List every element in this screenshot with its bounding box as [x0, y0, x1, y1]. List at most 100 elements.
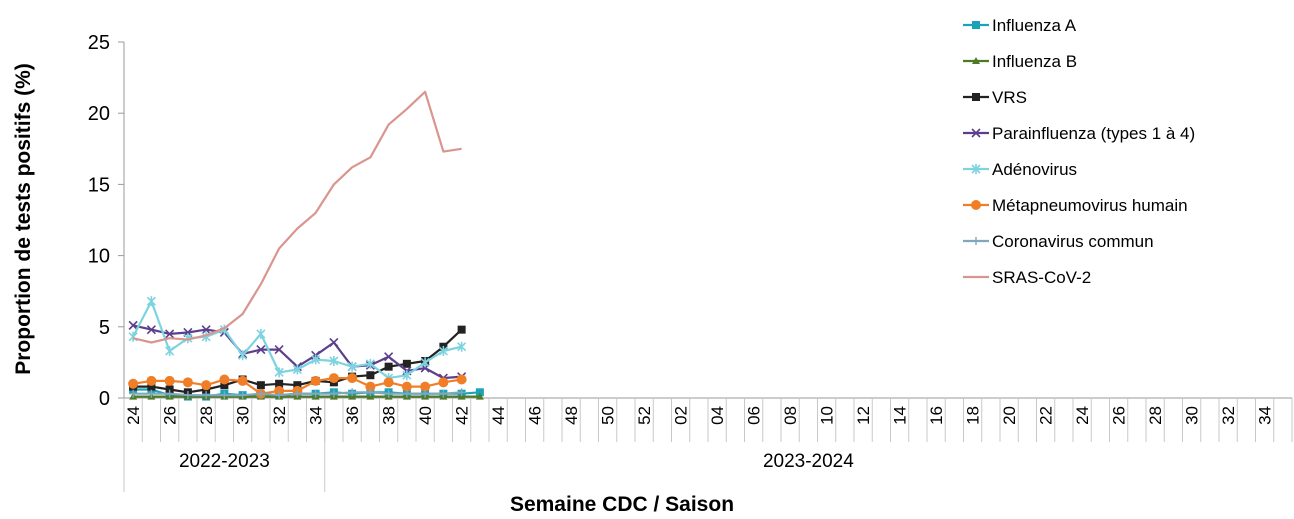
data-point	[274, 385, 285, 396]
y-tick-label: 15	[88, 174, 110, 196]
data-point	[402, 359, 411, 368]
data-point	[328, 373, 339, 384]
data-point	[128, 320, 138, 330]
data-point	[383, 377, 394, 388]
x-tick-label: 24	[1073, 406, 1092, 425]
data-point	[347, 373, 358, 384]
legend-marker	[972, 57, 980, 64]
data-point	[293, 389, 302, 398]
series-sras-cov-2	[132, 90, 462, 344]
legend-marker	[971, 164, 981, 174]
legend-marker	[972, 93, 980, 101]
x-tick-label: 04	[708, 406, 727, 425]
data-point	[164, 375, 175, 386]
y-tick-label: 0	[99, 388, 110, 410]
data-point	[256, 328, 266, 339]
x-tick-label: 32	[270, 406, 289, 425]
data-point	[420, 357, 430, 368]
axes: 0 5 10 15 20 25 24 26 28 30 32 34 36 38 40 42 44 46 48 50 52…	[88, 32, 1293, 492]
data-point	[147, 389, 156, 398]
data-point	[292, 364, 302, 375]
legend-label: VRS	[992, 88, 1027, 107]
data-point	[128, 378, 139, 389]
x-tick-label: 06	[745, 406, 764, 425]
x-tick-label: 34	[1256, 406, 1275, 425]
data-point	[438, 346, 448, 357]
x-tick-label: 40	[416, 406, 435, 425]
x-tick-label: 28	[1146, 406, 1165, 425]
data-point	[275, 391, 284, 400]
data-point	[146, 375, 157, 386]
legend-marker	[971, 128, 981, 138]
x-tick-label: 26	[1110, 406, 1129, 425]
data-point	[311, 389, 320, 398]
series-coronavirus-commun	[129, 388, 466, 400]
data-point	[310, 375, 321, 386]
y-tick-label: 25	[88, 32, 110, 54]
data-point	[457, 388, 466, 397]
legend-marker	[971, 200, 981, 210]
legend-label: Influenza B	[992, 52, 1077, 71]
data-point	[348, 388, 357, 397]
data-point	[165, 385, 174, 394]
legend-label: Influenza A	[992, 16, 1077, 35]
legend-label: SRAS-CoV-2	[992, 268, 1091, 287]
series-adenovirus	[128, 296, 467, 384]
data-point	[146, 325, 156, 335]
data-point	[384, 352, 394, 362]
data-point	[366, 388, 375, 397]
legend-item: Métapneumovirus humain	[963, 196, 1188, 215]
data-point	[256, 381, 265, 390]
x-tick-label: 34	[307, 406, 326, 425]
data-point	[402, 389, 411, 398]
legend-item: SRAS-CoV-2	[963, 268, 1091, 287]
data-point	[365, 381, 376, 392]
data-point	[165, 329, 175, 339]
data-point	[201, 325, 211, 335]
data-point	[438, 377, 449, 388]
x-tick-label: 30	[234, 406, 253, 425]
data-point	[238, 350, 248, 361]
data-point	[275, 379, 284, 388]
x-tick-label: 44	[489, 406, 508, 425]
data-point	[128, 331, 138, 342]
data-point	[220, 381, 229, 390]
data-point	[238, 391, 247, 400]
data-point	[402, 370, 412, 381]
data-point	[420, 381, 431, 392]
x-axis-title: Semaine CDC / Saison	[510, 493, 734, 516]
legend-label: Métapneumovirus humain	[992, 196, 1188, 215]
x-tick-label: 24	[124, 406, 143, 425]
x-tick-label: 14	[891, 406, 910, 425]
legend-item: VRS	[963, 88, 1027, 107]
data-point	[401, 381, 412, 392]
legend-label: Parainfluenza (types 1 à 4)	[992, 124, 1195, 143]
legend: Influenza A Influenza B VRS Parainfluenza (…	[963, 16, 1195, 287]
legend-label: Adénovirus	[992, 160, 1077, 179]
data-point	[274, 345, 284, 355]
data-point	[201, 380, 212, 391]
legend-marker	[972, 237, 980, 245]
data-point	[347, 361, 357, 372]
data-point	[256, 389, 265, 398]
legend-item: Coronavirus commun	[963, 232, 1154, 251]
x-tick-label: 08	[781, 406, 800, 425]
data-point	[146, 296, 156, 307]
series-line	[132, 90, 462, 344]
y-tick-label: 20	[88, 103, 110, 125]
data-point	[219, 374, 230, 385]
x-tick-label: 46	[526, 406, 545, 425]
data-point	[147, 382, 156, 391]
data-point	[256, 345, 266, 355]
season-label: 2022-2023	[179, 451, 270, 472]
x-tick-label: 18	[964, 406, 983, 425]
data-point	[329, 355, 339, 366]
data-point	[365, 358, 375, 369]
data-point	[329, 389, 338, 398]
data-point	[475, 388, 484, 397]
data-point	[237, 375, 248, 386]
legend-item: Influenza B	[963, 52, 1077, 71]
y-tick-label: 10	[88, 246, 110, 268]
x-tick-label: 10	[818, 406, 837, 425]
x-tick-label: 22	[1037, 406, 1056, 425]
